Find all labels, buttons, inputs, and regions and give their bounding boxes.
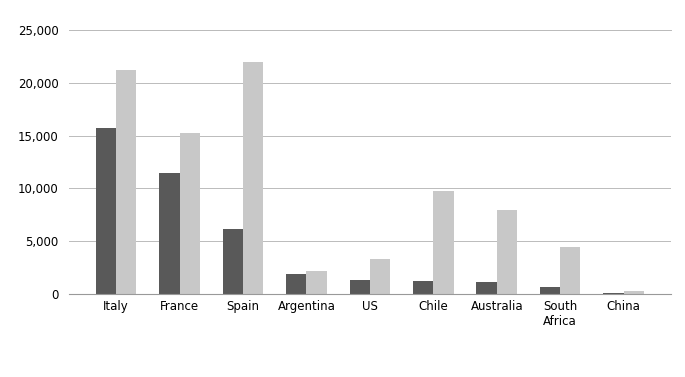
Bar <box>370 259 390 294</box>
Bar <box>603 293 623 294</box>
Bar <box>497 210 517 294</box>
Bar <box>243 62 263 294</box>
Legend: 1995, 2017: 1995, 2017 <box>311 374 429 377</box>
Bar <box>160 173 179 294</box>
Bar <box>306 271 327 294</box>
Bar <box>477 282 497 294</box>
Bar <box>179 133 200 294</box>
Bar <box>116 70 136 294</box>
Bar <box>560 247 580 294</box>
Bar <box>413 281 434 294</box>
Bar <box>349 280 370 294</box>
Bar <box>623 291 644 294</box>
Bar <box>540 287 560 294</box>
Bar <box>434 191 453 294</box>
Bar <box>286 274 306 294</box>
Bar <box>96 128 116 294</box>
Bar <box>223 228 243 294</box>
